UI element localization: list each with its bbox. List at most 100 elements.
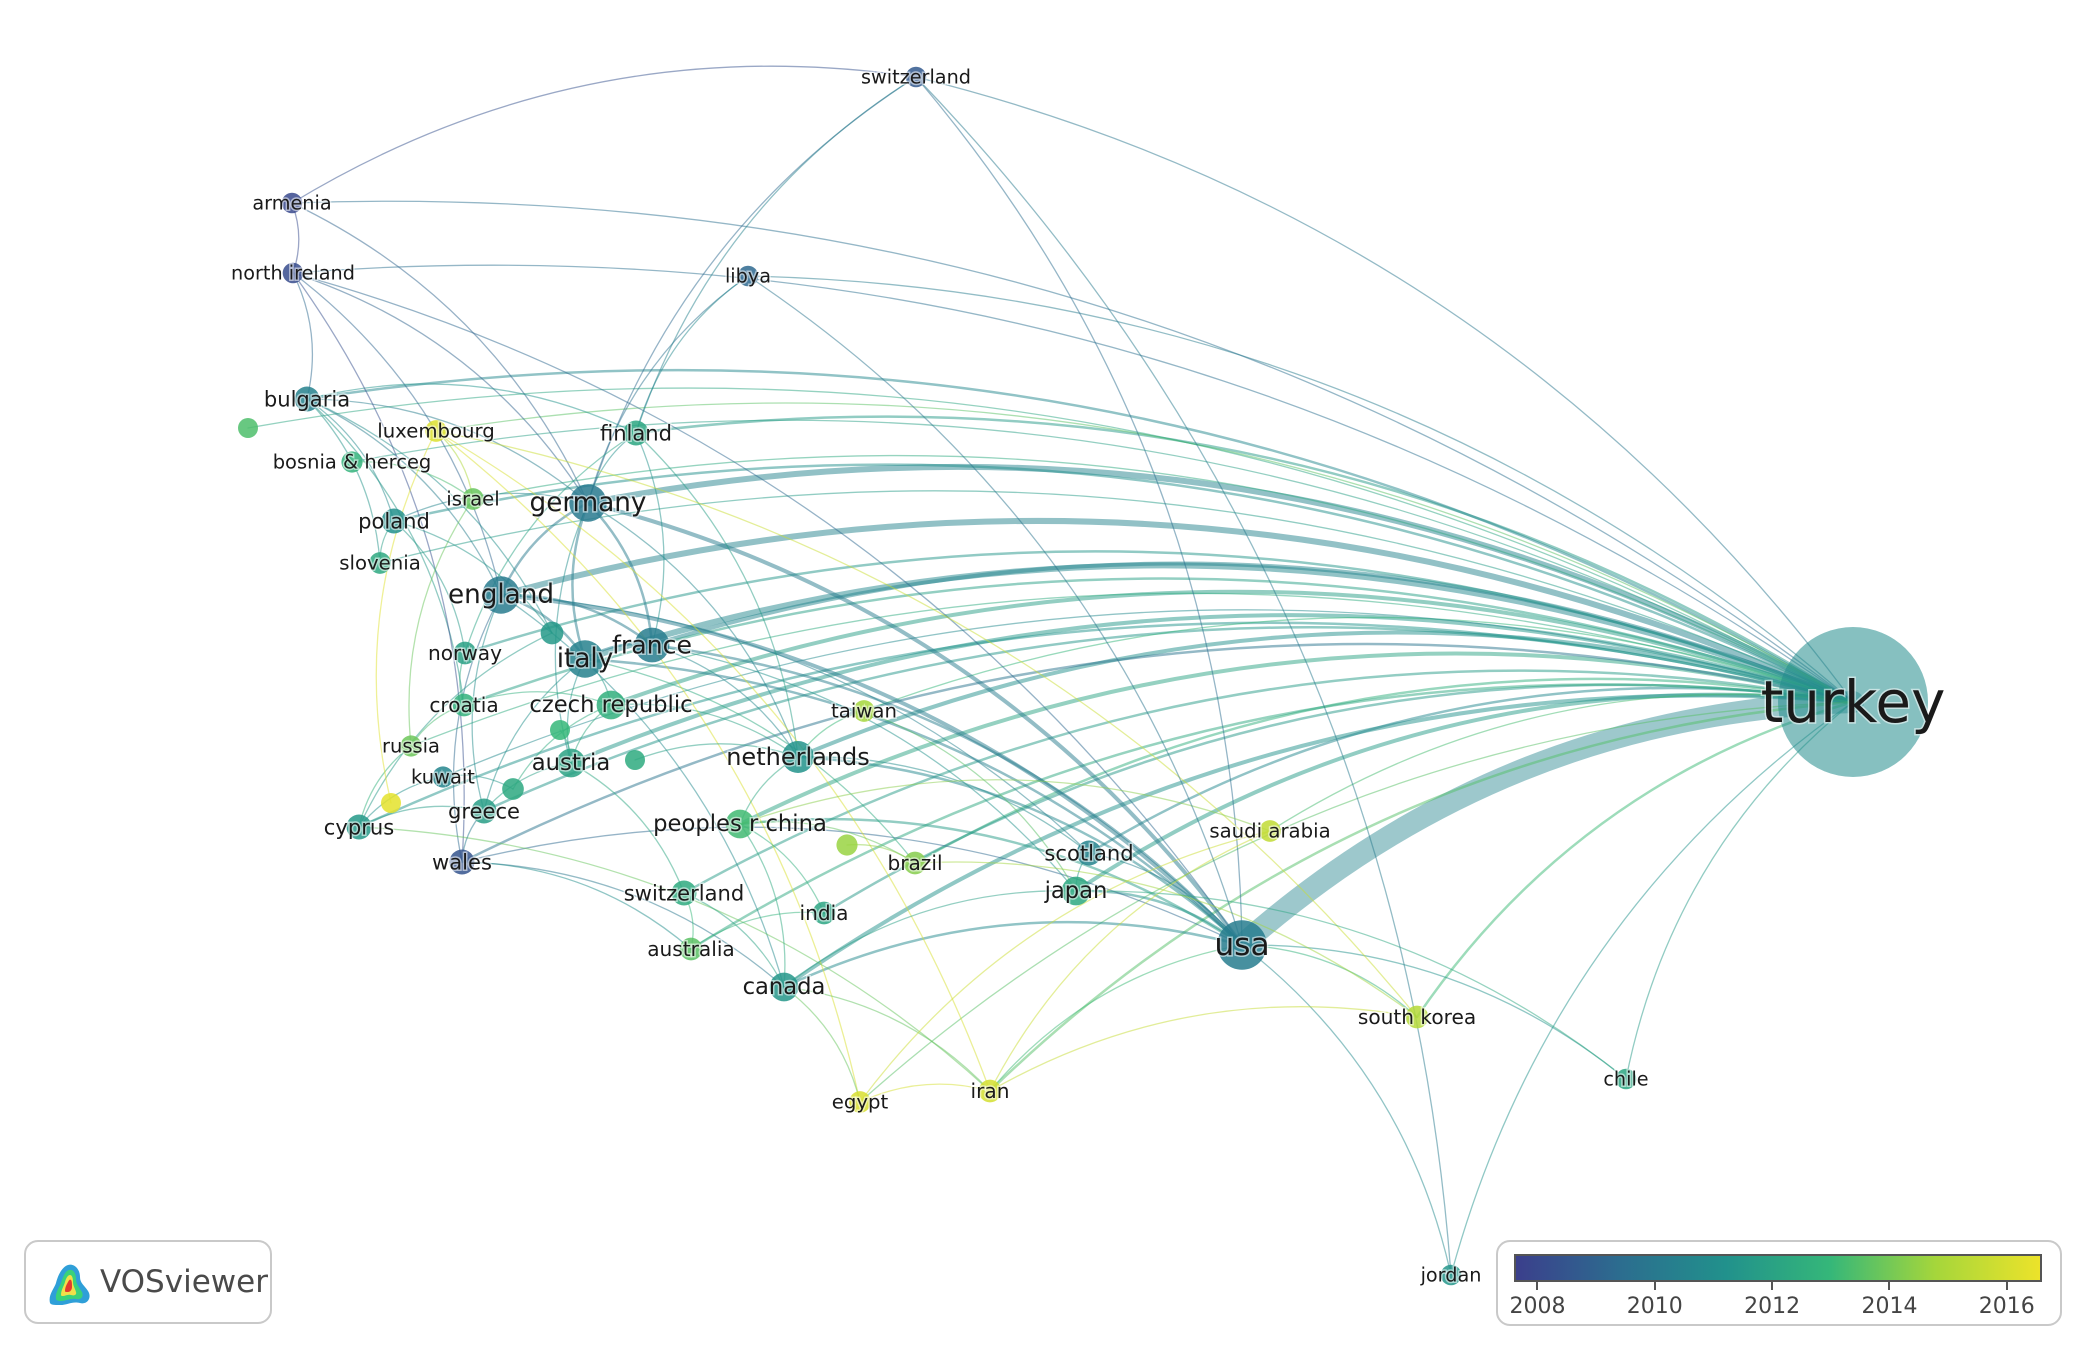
label-india[interactable]: india — [798, 900, 850, 927]
node-croatia[interactable] — [452, 693, 476, 717]
node-italy[interactable] — [566, 640, 604, 678]
label-taiwan[interactable]: taiwan — [830, 698, 899, 724]
node-cyprus[interactable] — [346, 814, 372, 840]
node-armenia[interactable] — [281, 192, 303, 214]
link-peoples_r_china-saudi_arabia — [739, 779, 1271, 832]
node-jordan[interactable] — [1440, 1264, 1462, 1286]
label-north-ireland[interactable]: north ireland — [230, 260, 357, 286]
node-unlabeled-g[interactable] — [550, 720, 570, 740]
node-poland[interactable] — [381, 508, 407, 534]
node-unlabeled-d[interactable] — [625, 750, 645, 770]
node-india[interactable] — [812, 901, 836, 925]
label-armenia[interactable]: armenia — [251, 190, 333, 216]
node-wales[interactable] — [449, 849, 475, 875]
node-slovenia[interactable] — [369, 552, 391, 574]
label-wales[interactable]: wales — [431, 848, 494, 876]
link-wales-australia — [461, 861, 692, 950]
node-turkey[interactable] — [1778, 627, 1928, 777]
label-scotland[interactable]: scotland — [1043, 839, 1135, 867]
node-unlabeled-a[interactable] — [238, 418, 258, 438]
label-greece[interactable]: greece — [446, 797, 521, 825]
label-austria[interactable]: austria — [530, 749, 611, 778]
label-australia[interactable]: australia — [646, 936, 737, 963]
node-brazil[interactable] — [903, 851, 927, 875]
node-austria[interactable] — [556, 748, 586, 778]
node-south-korea[interactable] — [1405, 1005, 1429, 1029]
label-bulgaria[interactable]: bulgaria — [262, 385, 351, 413]
label-italy[interactable]: italy — [555, 643, 614, 676]
node-peoples-r-china[interactable] — [725, 809, 755, 839]
node-france[interactable] — [634, 627, 670, 663]
node-czech-republic[interactable] — [596, 690, 626, 720]
label-luxembourg[interactable]: luxembourg — [376, 418, 497, 444]
node-usa[interactable] — [1217, 920, 1267, 970]
label-switzerland-mid[interactable]: switzerland — [622, 879, 745, 907]
node-canada[interactable] — [769, 972, 799, 1002]
label-brazil[interactable]: brazil — [886, 850, 944, 877]
node-switzerland-mid[interactable] — [671, 880, 697, 906]
label-cyprus[interactable]: cyprus — [322, 813, 395, 841]
label-turkey[interactable]: turkey — [1759, 667, 1947, 738]
node-norway[interactable] — [453, 641, 477, 665]
link-north_ireland-wales — [292, 272, 465, 863]
label-south-korea[interactable]: south korea — [1356, 1004, 1477, 1031]
node-iran[interactable] — [978, 1079, 1002, 1103]
node-bulgaria[interactable] — [294, 386, 320, 412]
label-netherlands[interactable]: netherlands — [725, 742, 872, 773]
node-germany[interactable] — [569, 484, 607, 522]
label-germany[interactable]: germany — [528, 487, 648, 520]
node-unlabeled-b[interactable] — [540, 621, 564, 645]
link-usa-switzerland_top — [915, 76, 1243, 946]
node-egypt[interactable] — [849, 1091, 871, 1113]
node-saudi-arabia[interactable] — [1259, 820, 1281, 842]
node-scotland[interactable] — [1076, 840, 1102, 866]
link-finland-bulgaria — [306, 383, 637, 434]
label-egypt[interactable]: egypt — [830, 1089, 890, 1115]
node-kuwait[interactable] — [432, 766, 454, 788]
node-finland[interactable] — [623, 420, 649, 446]
label-finland[interactable]: finland — [598, 419, 673, 447]
label-norway[interactable]: norway — [427, 640, 504, 667]
node-libya[interactable] — [737, 265, 759, 287]
label-israel[interactable]: israel — [445, 486, 501, 512]
label-russia[interactable]: russia — [381, 733, 442, 759]
node-chile[interactable] — [1615, 1068, 1637, 1090]
label-jordan[interactable]: jordan — [1418, 1262, 1483, 1288]
node-taiwan[interactable] — [853, 700, 875, 722]
node-japan[interactable] — [1061, 876, 1091, 906]
label-switzerland-top[interactable]: switzerland — [859, 64, 972, 90]
node-australia[interactable] — [679, 937, 703, 961]
node-russia[interactable] — [400, 735, 422, 757]
label-kuwait[interactable]: kuwait — [410, 764, 477, 790]
label-iran[interactable]: iran — [969, 1078, 1011, 1105]
label-libya[interactable]: libya — [723, 263, 772, 289]
label-peoples-r-china[interactable]: peoples r china — [652, 810, 829, 839]
label-croatia[interactable]: croatia — [428, 692, 500, 719]
link-germany-france — [586, 501, 654, 647]
label-poland[interactable]: poland — [357, 507, 432, 535]
node-unlabeled-f[interactable] — [381, 793, 401, 813]
node-greece[interactable] — [471, 798, 497, 824]
label-usa[interactable]: usa — [1213, 926, 1271, 965]
label-england[interactable]: england — [446, 579, 555, 612]
label-chile[interactable]: chile — [1602, 1066, 1650, 1092]
node-israel[interactable] — [462, 488, 484, 510]
node-north-ireland[interactable] — [282, 262, 304, 284]
label-canada[interactable]: canada — [741, 973, 827, 1002]
node-unlabeled-c[interactable] — [502, 778, 524, 800]
label-japan[interactable]: japan — [1042, 877, 1109, 906]
node-netherlands[interactable] — [782, 741, 814, 773]
label-slovenia[interactable]: slovenia — [338, 550, 423, 576]
node-luxembourg[interactable] — [425, 420, 447, 442]
node-england[interactable] — [482, 576, 520, 614]
legend-tick-label: 2016 — [1978, 1294, 2035, 1319]
label-bosnia-herceg[interactable]: bosnia & herceg — [271, 449, 433, 475]
node-unlabeled-e[interactable] — [836, 834, 858, 856]
label-saudi-arabia[interactable]: saudi arabia — [1208, 818, 1332, 844]
label-czech-republic[interactable]: czech republic — [528, 691, 694, 720]
node-bosnia-herceg[interactable] — [341, 451, 363, 473]
node-switzerland-top[interactable] — [905, 66, 927, 88]
label-france[interactable]: france — [611, 629, 694, 661]
